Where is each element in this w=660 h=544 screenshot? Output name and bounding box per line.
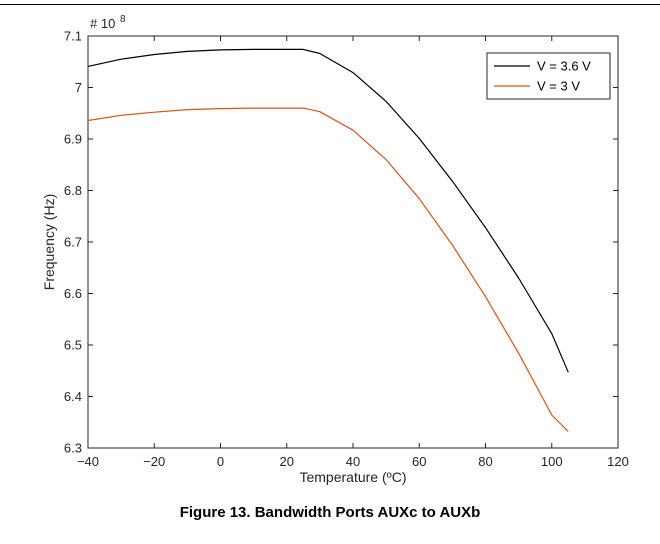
y-axis-label: Frequency (Hz) — [41, 194, 57, 290]
y-multiplier-exponent: 8 — [120, 14, 126, 25]
series-lines — [87, 48, 569, 432]
x-axis-ticks: −40 −20 0 20 40 60 80 100 120 — [77, 36, 629, 469]
x-tick-label: 100 — [541, 454, 563, 469]
x-tick-label: 40 — [346, 454, 360, 469]
series-line-1 — [87, 107, 569, 432]
y-tick-label: 6.5 — [64, 338, 82, 353]
y-tick-label: 6.8 — [64, 183, 82, 198]
x-tick-label: −20 — [143, 454, 165, 469]
y-tick-label: 6.9 — [64, 132, 82, 147]
x-axis-label: Temperature (ºC) — [299, 469, 406, 485]
x-tick-label: 120 — [607, 454, 629, 469]
series-line-0 — [87, 48, 569, 373]
y-tick-label: 6.7 — [64, 235, 82, 250]
legend: V = 3.6 V V = 3 V — [486, 52, 611, 100]
legend-label-v3: V = 3 V — [537, 79, 580, 94]
x-tick-label: −40 — [77, 454, 99, 469]
legend-box — [486, 52, 611, 100]
y-tick-label: 6.4 — [64, 389, 82, 404]
legend-label-v36: V = 3.6 V — [537, 59, 591, 74]
line-chart: −40 −20 0 20 40 60 80 100 120 6.3 6.4 6.5 6.6 6.7 6.8… — [41, 14, 629, 485]
x-tick-label: 20 — [280, 454, 294, 469]
y-tick-label: 6.6 — [64, 286, 82, 301]
y-tick-label: 7.1 — [64, 29, 82, 44]
y-axis-ticks: 6.3 6.4 6.5 6.6 6.7 6.8 6.9 7 7.1 — [64, 29, 618, 456]
x-tick-label: 80 — [478, 454, 492, 469]
axes: −40 −20 0 20 40 60 80 100 120 6.3 6.4 6.5 6.6 6.7 6.8… — [64, 29, 629, 470]
y-tick-label: 6.3 — [64, 441, 82, 456]
y-tick-label: 7 — [75, 80, 82, 95]
y-multiplier-base: # 10 — [90, 16, 115, 31]
top-rule — [0, 4, 660, 5]
figure-caption: Figure 13. Bandwidth Ports AUXc to AUXb — [179, 504, 481, 521]
x-tick-label: 60 — [412, 454, 426, 469]
x-tick-label: 0 — [217, 454, 224, 469]
